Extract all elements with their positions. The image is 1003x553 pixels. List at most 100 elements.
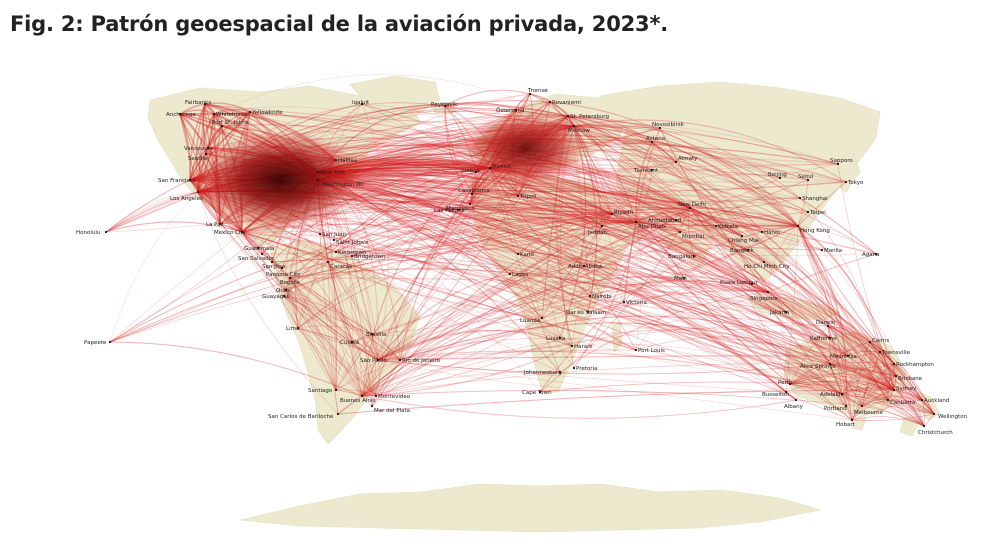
route-line <box>841 351 881 395</box>
city-label-buenos-aires: Buenos Aires <box>340 398 376 404</box>
north-america-hub-glow <box>195 130 365 230</box>
route-line <box>371 333 401 361</box>
route-line <box>105 191 199 233</box>
city-dot-tokyo <box>844 180 848 184</box>
city-label-mar-del-plata: Mar del Plata <box>374 408 410 414</box>
route-line <box>689 207 831 365</box>
route-line <box>567 115 677 163</box>
route-line <box>789 381 889 401</box>
city-label-whitehorse: Whitehorse <box>216 112 248 118</box>
route-line <box>377 329 573 361</box>
route-line <box>635 221 849 357</box>
route-line <box>675 210 799 227</box>
route-line <box>573 125 897 377</box>
route-line <box>444 101 517 111</box>
route-line <box>317 171 717 227</box>
city-dot-moscow <box>572 124 576 128</box>
city-label-adelaide: Adelaide <box>820 392 844 398</box>
city-label-perth: Perth <box>778 380 793 386</box>
route-line <box>829 363 853 421</box>
city-dot-brasilia <box>370 332 374 336</box>
route-line <box>289 167 491 279</box>
route-line <box>297 327 401 361</box>
route-line <box>923 413 935 427</box>
route-line <box>689 197 801 209</box>
city-dot-san-salvador <box>260 252 264 256</box>
route-line <box>377 338 791 385</box>
route-line <box>851 341 871 421</box>
city-label-montevideo: Montevideo <box>378 394 411 400</box>
route-line <box>351 255 379 361</box>
city-label-iqaluit: Iqaluit <box>352 100 370 106</box>
city-label-brisbane: Brisbane <box>898 376 923 382</box>
city-dot-fairbanks <box>203 102 207 106</box>
route-line <box>589 295 895 391</box>
city-dot-ostersund <box>514 108 518 112</box>
route-line <box>317 171 787 393</box>
route-line <box>797 225 925 427</box>
route-line <box>371 213 613 407</box>
route-line <box>567 115 763 233</box>
route-line <box>317 171 769 293</box>
route-line <box>179 112 691 209</box>
city-label-tripoli: Tripoli <box>519 194 537 200</box>
route-line <box>509 273 769 293</box>
route-line <box>635 221 787 313</box>
city-label-nairobi: Nairobi <box>592 294 612 300</box>
city-dot-bangalore <box>692 254 696 258</box>
route-line <box>841 375 897 395</box>
city-label-tromso: Tromsø <box>527 88 548 94</box>
city-label-lagos: Lagos <box>512 272 528 278</box>
route-line <box>317 163 839 181</box>
route-line <box>693 255 769 293</box>
city-dot-st-petersburg <box>566 114 570 118</box>
route-line <box>567 115 613 215</box>
city-label-harare: Harare <box>574 344 593 350</box>
route-line <box>351 341 363 397</box>
route-line <box>829 363 925 427</box>
route-line <box>105 179 191 233</box>
route-line <box>869 341 923 401</box>
city-label-hobart: Hobart <box>836 422 856 428</box>
city-dot-brisbane <box>894 374 898 378</box>
route-line <box>895 375 935 415</box>
route-line <box>241 231 791 385</box>
route-line <box>327 261 373 335</box>
route-line <box>289 277 377 397</box>
city-dot-townsville <box>878 350 882 354</box>
route-line <box>851 389 895 421</box>
route-line <box>297 327 379 361</box>
route-line <box>241 231 337 391</box>
route-line <box>471 192 519 197</box>
route-line <box>377 207 691 361</box>
city-dot-ho-chi-minh <box>762 260 766 264</box>
route-line <box>283 295 363 397</box>
route-line <box>879 351 935 415</box>
city-label-ostersund: Östersund <box>496 107 524 114</box>
city-label-cairns: Cairns <box>872 338 889 344</box>
city-label-vancouver: Vancouver <box>184 146 214 152</box>
city-dot-reykjavik <box>443 104 447 108</box>
route-line <box>489 167 923 401</box>
city-dot-saint-johns <box>332 238 336 242</box>
route-line <box>539 381 895 393</box>
city-dot-portland <box>844 404 848 408</box>
route-line <box>335 218 769 293</box>
city-dot-pretoria <box>572 366 576 370</box>
route-line <box>444 105 569 117</box>
city-label-bridgetown: Bridgetown <box>354 254 386 260</box>
route-line <box>635 220 743 237</box>
route-line <box>285 289 373 335</box>
route-line <box>797 225 877 255</box>
route-line <box>797 225 829 327</box>
route-line <box>679 207 691 233</box>
route-line <box>289 277 363 397</box>
city-dot-novosibirsk <box>658 126 662 130</box>
route-line <box>179 113 207 155</box>
route-line <box>283 277 291 297</box>
city-label-bangkok: Bangkok <box>730 248 754 254</box>
route-line <box>797 225 935 415</box>
route-line <box>377 359 923 401</box>
route-line <box>559 291 769 373</box>
route-line <box>317 172 769 293</box>
